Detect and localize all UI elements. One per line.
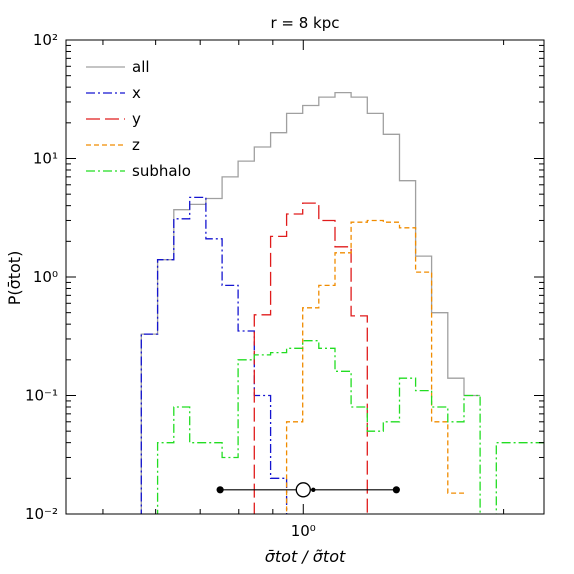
y-tick-label: 10⁻¹ xyxy=(25,387,58,405)
y-axis-label-text: P(σ̄tot) xyxy=(5,251,24,306)
median-marker-circle xyxy=(295,482,311,498)
y-tick-label: 10⁻² xyxy=(25,505,58,523)
axis-ticks: 10⁻² 10⁻¹ 10⁰ 10¹ 10² 10⁰ xyxy=(25,31,544,540)
series-y-line xyxy=(253,202,368,514)
error-bar-mid-dot xyxy=(311,487,316,493)
chart-title: r = 8 kpc xyxy=(270,14,339,32)
error-bar-high-cap xyxy=(392,486,400,494)
series-all-line xyxy=(140,91,481,514)
error-bar-marker xyxy=(216,482,400,498)
error-bar-low-cap xyxy=(216,486,224,494)
y-tick-label: 10⁰ xyxy=(33,268,58,286)
legend-label-subhalo: subhalo xyxy=(132,162,191,180)
legend: all xyz subhalo xyxy=(86,58,191,180)
series-layer xyxy=(140,91,544,514)
legend-label-y: y xyxy=(132,110,141,128)
legend-label-z: z xyxy=(132,136,140,154)
x-axis-label: σ̄tot / σ̃tot xyxy=(265,547,346,566)
legend-label-all: all xyxy=(132,58,150,76)
legend-label-x: x xyxy=(132,84,141,102)
series-z-line xyxy=(285,219,464,514)
series-subhalo-line xyxy=(156,340,544,514)
y-tick-label: 10¹ xyxy=(33,150,58,168)
x-tick-label: 10⁰ xyxy=(291,522,316,540)
x-axis-label-text: σ̄tot / σ̃tot xyxy=(265,547,346,566)
y-axis-label: P(σ̄tot) xyxy=(5,251,24,306)
y-tick-label: 10² xyxy=(33,31,58,49)
series-x-line xyxy=(140,196,288,514)
